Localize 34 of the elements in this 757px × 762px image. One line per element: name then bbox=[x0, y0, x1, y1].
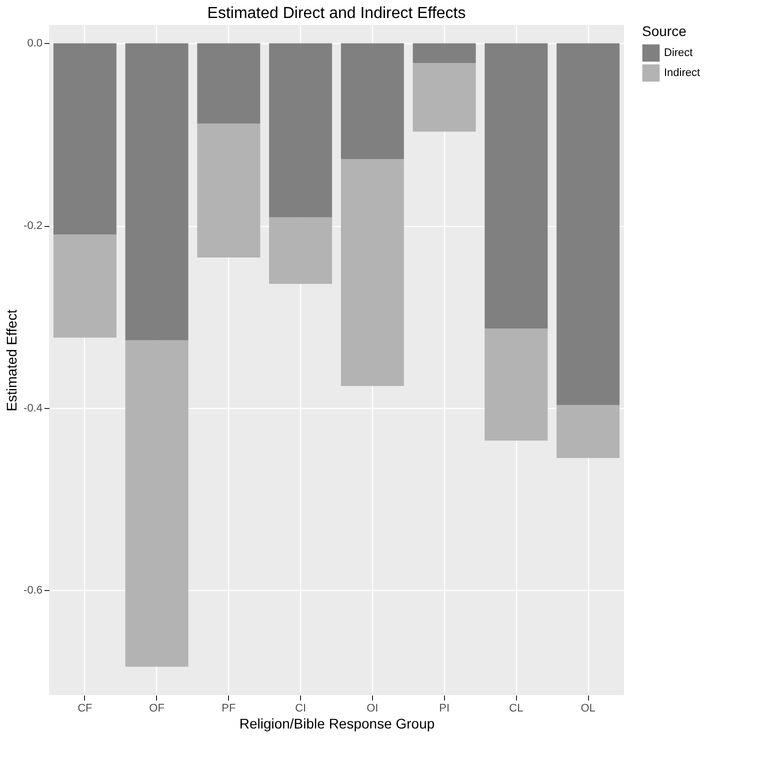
bar bbox=[484, 43, 548, 329]
y-axis-title: Estimated Effect bbox=[4, 310, 20, 412]
legend-title: Source bbox=[642, 23, 687, 39]
x-tick-label: OF bbox=[149, 702, 165, 714]
bar bbox=[340, 43, 404, 159]
bar bbox=[412, 63, 476, 132]
bar bbox=[269, 43, 332, 218]
y-tick-label: -0.4 bbox=[24, 402, 42, 414]
y-tick-label: -0.6 bbox=[24, 584, 42, 597]
bar bbox=[125, 340, 188, 667]
x-tick-label: PF bbox=[222, 702, 236, 714]
bar bbox=[340, 159, 404, 386]
legend-label: Direct bbox=[664, 47, 693, 59]
bar bbox=[556, 43, 620, 406]
x-tick-label: CL bbox=[509, 702, 524, 714]
chart-title: Estimated Direct and Indirect Effects bbox=[207, 5, 466, 22]
bar bbox=[197, 123, 260, 258]
bar bbox=[412, 43, 476, 64]
x-tick-label: OI bbox=[366, 702, 378, 714]
bar bbox=[484, 328, 548, 441]
y-tick-label: -0.2 bbox=[24, 220, 42, 232]
x-tick-label: OL bbox=[580, 702, 596, 714]
bar bbox=[125, 43, 188, 340]
bar bbox=[53, 43, 116, 235]
y-tick-label: 0.0 bbox=[27, 38, 42, 50]
x-tick-label: CI bbox=[295, 702, 306, 714]
bar bbox=[269, 217, 332, 284]
bar bbox=[53, 234, 116, 338]
x-tick-label: PI bbox=[439, 702, 450, 714]
bar bbox=[197, 43, 260, 124]
x-axis-title: Religion/Bible Response Group bbox=[239, 716, 435, 732]
legend-label: Indirect bbox=[664, 67, 700, 79]
x-tick-label: CF bbox=[78, 702, 93, 714]
bar bbox=[556, 405, 620, 458]
